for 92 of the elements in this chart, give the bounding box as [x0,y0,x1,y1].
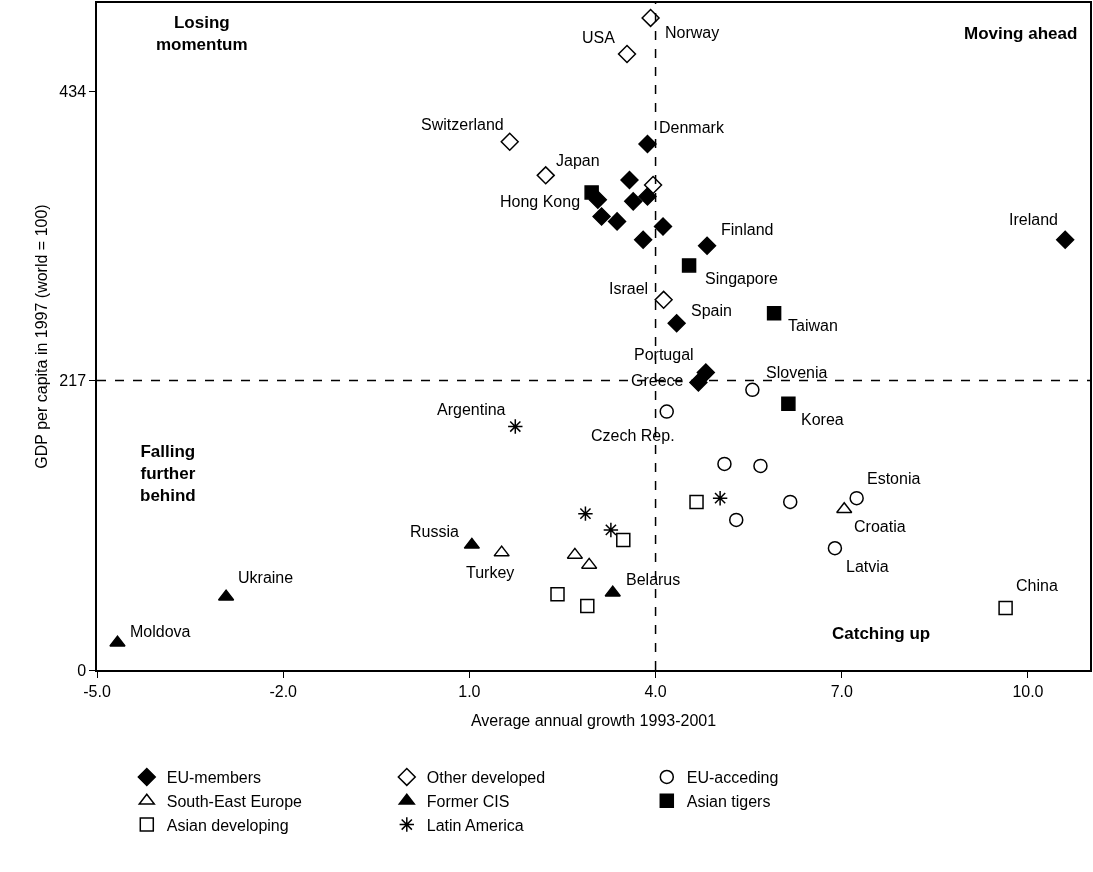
point [500,132,519,151]
annotation: Catching up [832,624,931,643]
annotation: Korea [801,411,844,428]
point [592,207,611,226]
annotation: Norway [665,24,720,41]
x-tick-label: -5.0 [83,682,111,700]
point [584,185,599,200]
legend-label: Other developed [426,769,546,787]
annotation: Taiwan [788,317,838,334]
point [689,373,708,392]
x-axis-title: Average annual growth 1993-2001 [470,712,717,730]
point [617,44,637,64]
point [712,490,729,507]
annotation: Moving ahead [964,24,1078,43]
annotation: Croatia [854,518,906,535]
point [998,600,1013,616]
annotation: Slovenia [766,364,828,381]
point [783,494,798,510]
annotation: USA [582,29,616,46]
annotation: Moldova [130,623,191,640]
point [745,382,760,398]
point [577,505,594,522]
annotation: China [1016,577,1058,594]
point [633,230,653,249]
point [507,418,524,435]
x-tick-label: 4.0 [644,682,667,700]
point [1055,230,1075,249]
annotation: Ukraine [238,569,294,586]
annotation: Switzerland [421,116,504,133]
point [689,494,704,510]
point [753,458,768,474]
point [696,363,716,382]
point [827,540,843,556]
point [550,586,565,602]
point [641,8,660,28]
point [766,305,782,321]
annotation: Belarus [626,571,681,588]
annotation: Falling further behind [140,442,196,506]
annotation: Russia [410,523,460,540]
x-tick-label: 10.0 [1012,682,1044,700]
annotation: Denmark [659,119,725,136]
point [781,396,796,412]
annotation: Finland [721,221,774,238]
y-tick-label: 434 [59,82,87,100]
x-tick-label: -2.0 [269,682,298,700]
legend-label: Latin America [426,816,524,834]
point [729,512,744,528]
point [536,166,555,185]
legend-label: Former CIS [426,792,510,810]
point [109,635,126,647]
annotation: Estonia [867,470,921,487]
x-tick-label: 7.0 [830,682,853,700]
legend-label: EU-acceding [686,769,779,787]
point [638,187,657,206]
annotation: Argentina [437,401,506,418]
annotation: Losing momentum [156,13,248,55]
point [620,170,639,190]
point [653,217,673,236]
annotation: Hong Kong [500,193,581,210]
annotation: Israel [609,280,649,297]
x-tick-label: 1.0 [458,682,481,700]
point [580,598,595,614]
y-tick-label: 0 [77,661,87,679]
annotation: Singapore [705,270,779,287]
annotation: Ireland [1009,211,1058,228]
legend-label: Asian developing [166,816,289,834]
annotation: Latvia [846,558,889,575]
annotation: Turkey [466,564,515,581]
point [638,134,657,154]
point [697,236,717,255]
point [493,545,510,557]
annotation: Czech Rep. [591,427,675,444]
annotation: Japan [556,152,600,169]
annotation: Spain [691,302,732,319]
legend-label: Asian tigers [686,792,771,810]
legend-label: EU-members [166,769,262,787]
point [643,175,663,195]
y-axis-title: GDP per capita in 1997 (world = 100) [32,204,50,469]
point [602,521,619,538]
annotation: Portugal [634,346,694,363]
point [654,290,673,310]
point [607,212,627,231]
point [849,490,864,506]
point [717,456,732,472]
point [624,192,643,211]
point [604,585,621,597]
point [681,258,697,273]
legend-label: South-East Europe [166,792,303,810]
point [616,532,631,548]
y-tick-label: 217 [59,372,87,390]
point [667,313,686,333]
point [659,404,674,419]
